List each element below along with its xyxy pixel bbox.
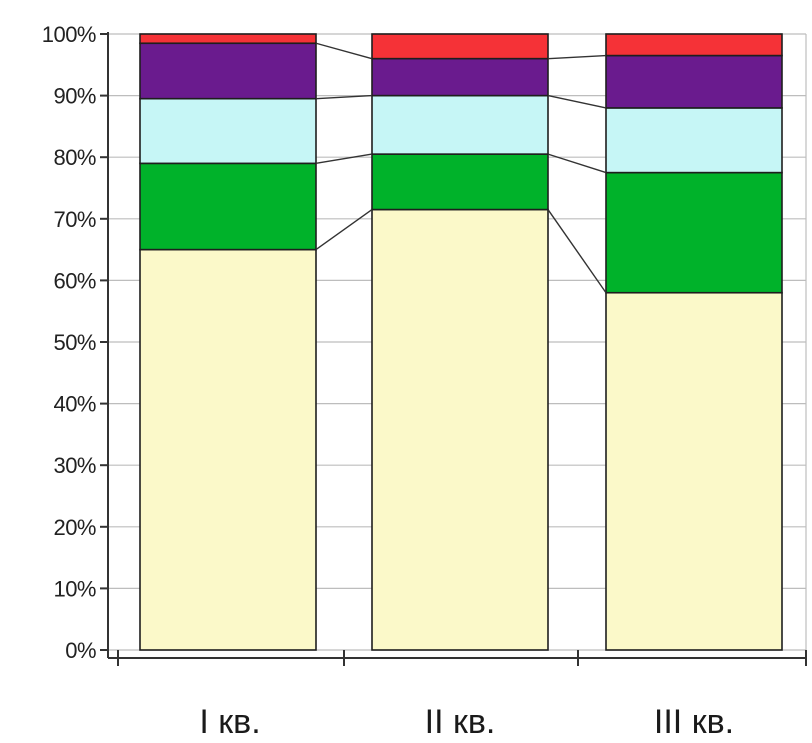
y-tick-label: 30%: [53, 453, 96, 478]
bar-segment: [139, 33, 317, 45]
bar-segment: [605, 107, 783, 174]
series-connector-line: [315, 208, 373, 251]
y-tick-label: 20%: [53, 515, 96, 540]
series-connector-line: [547, 209, 607, 294]
series-connector-line: [547, 153, 607, 174]
y-tick-label: 60%: [53, 268, 96, 293]
bar-segment: [371, 57, 549, 97]
x-category-label: II кв.: [425, 703, 496, 741]
bar-segment: [371, 33, 549, 60]
series-connector-line: [315, 94, 373, 100]
axes: [100, 32, 807, 666]
y-tick-label: 90%: [53, 84, 96, 109]
bar-segment: [139, 162, 317, 251]
series-connector-line: [547, 94, 607, 109]
series-connectors: [315, 42, 607, 294]
bar-segment: [605, 291, 783, 651]
series-connector-line: [315, 42, 373, 60]
y-tick-label: 100%: [42, 22, 96, 47]
x-category-label: I кв.: [199, 703, 260, 741]
bar-segment: [139, 248, 317, 651]
bar-segment: [371, 208, 549, 651]
y-tick-label: 0%: [65, 638, 96, 663]
bar-segment: [371, 94, 549, 155]
bar-segment: [605, 54, 783, 109]
series-connector-line: [315, 153, 373, 165]
bar-segment: [605, 171, 783, 294]
y-tick-label: 80%: [53, 145, 96, 170]
series-connector-line: [547, 54, 607, 60]
bar-segment: [605, 33, 783, 57]
bar-segment: [139, 97, 317, 165]
y-tick-label: 10%: [53, 576, 96, 601]
y-tick-label: 50%: [53, 330, 96, 355]
bars: [139, 33, 783, 651]
labels: 0% 10% 20% 30% 40% 50% 60% 70% 80% 90% 100% I кв. II…: [42, 22, 734, 741]
x-category-label: III кв.: [654, 703, 734, 741]
bar-segment: [371, 153, 549, 211]
y-tick-label: 70%: [53, 207, 96, 232]
y-tick-label: 40%: [53, 392, 96, 417]
bar-segment: [139, 42, 317, 100]
